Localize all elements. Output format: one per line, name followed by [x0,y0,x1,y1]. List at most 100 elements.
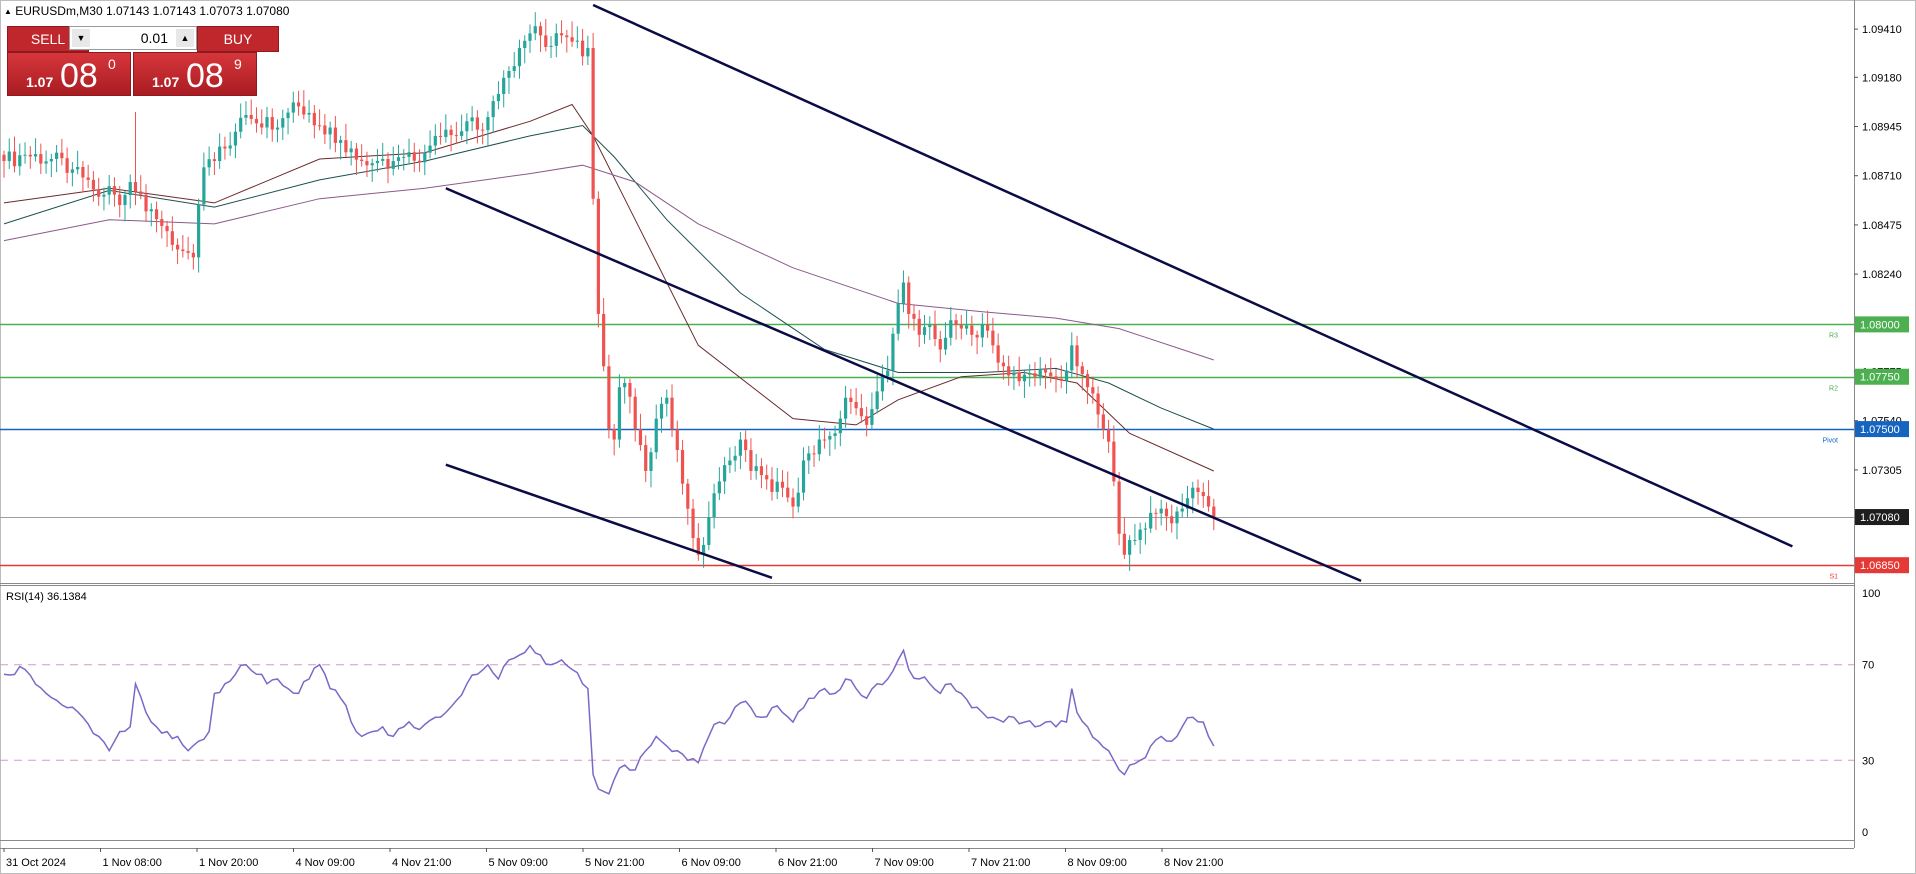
candle-body [55,152,59,159]
buy-price-pips: 08 [186,57,224,95]
candle-body [1049,372,1053,377]
candle-body [381,158,385,161]
rsi-label: RSI(14) 36.1384 [6,591,87,603]
candle-body [886,370,890,377]
candle-body [738,439,742,456]
price-axis-label: 1.08240 [1862,269,1902,281]
candle-body [517,47,522,67]
lot-size-value[interactable]: 0.01 [140,30,168,46]
candle-body [412,152,416,161]
candle-body [544,35,548,47]
candle-body [1180,508,1184,512]
time-axis-label: 31 Oct 2024 [6,857,66,869]
candle-body [454,135,458,137]
channel-trendline-3 [445,463,773,579]
candle-body [1038,369,1042,377]
candle-body [1149,512,1153,529]
candle-body [623,383,627,388]
candle-body [565,35,569,38]
candle-body [928,324,932,328]
candle-body [165,225,169,232]
candle-body [118,194,122,206]
candle-body [696,537,700,555]
candle-body [1091,387,1095,394]
candle-body [659,403,664,419]
candle-body [875,391,879,410]
level-price-tag: 1.07750 [1860,372,1900,384]
candle-body [733,455,737,461]
candle-body [654,418,658,453]
one-click-trading-panel: SELL ▼ 0.01 ▲ BUY 1.07 08 0 1.07 08 9 [7,26,279,96]
candle-body [1033,373,1037,377]
candle-body [559,33,564,36]
lot-decrease-icon[interactable]: ▼ [72,29,90,47]
candle-body [275,127,280,130]
candle-body [1138,529,1142,540]
candle-body [554,33,558,46]
buy-price-button[interactable]: 1.07 08 9 [133,52,257,96]
candle-body [1107,429,1111,442]
sell-price-button[interactable]: 1.07 08 0 [7,52,131,96]
candle-body [1101,414,1105,430]
candle-body [286,112,290,119]
level-price-tag: 1.07500 [1860,424,1900,436]
time-axis-label: 1 Nov 08:00 [103,857,162,869]
candle-body [460,131,464,136]
candle-body [470,117,474,122]
candle-body [407,152,411,157]
candle-body [218,146,222,162]
candle-body [828,435,832,440]
price-axis-label: 1.08710 [1862,171,1902,183]
time-axis-label: 4 Nov 09:00 [296,857,355,869]
candle-body [933,324,937,340]
price-axis-label: 1.08475 [1862,220,1902,232]
candle-body [896,303,900,334]
candle-body [796,492,800,507]
candle-body [575,40,579,42]
candle-body [991,330,995,346]
candle-body [801,460,806,493]
price-axis-label: 1.09180 [1862,72,1902,84]
candle-body [370,163,374,166]
candle-body [686,483,690,509]
candle-body [633,396,637,430]
candle-body [239,117,243,132]
candle-body [112,186,117,195]
lot-size-input[interactable]: ▼ 0.01 ▲ [69,26,197,50]
candle-body [423,152,427,163]
candle-body [496,94,501,102]
candle-body [617,387,622,440]
candle-body [986,324,990,331]
candle-body [91,179,96,190]
buy-button[interactable]: BUY [197,26,279,52]
candle-body [1059,378,1063,381]
rsi-axis-label: 30 [1862,755,1874,767]
candle-body [586,47,590,57]
candle-body [339,140,343,143]
candle-body [628,383,632,397]
candle-body [591,47,595,199]
candle-body [570,37,574,42]
candle-body [859,408,863,417]
candle-body [1112,441,1116,482]
candle-body [775,481,779,492]
candle-body [980,324,984,338]
candle-body [1070,345,1074,371]
time-axis-label: 5 Nov 09:00 [489,857,548,869]
candle-body [728,460,732,466]
candle-body [507,71,511,78]
lot-increase-icon[interactable]: ▲ [176,29,194,47]
level-price-tag-bg [1855,557,1909,574]
candle-body [1043,369,1048,373]
candle-body [449,129,453,136]
candle-body [759,466,764,476]
moving-average-line-3 [3,164,1214,361]
candle-body [770,479,774,492]
candle-body [996,345,1000,363]
candle-body [749,450,753,471]
time-axis-label: 5 Nov 21:00 [585,857,644,869]
symbol-header: ▲ EURUSDm,M30 1.07143 1.07143 1.07073 1.… [4,4,289,18]
candle-body [344,140,348,153]
candle-body [375,160,380,164]
